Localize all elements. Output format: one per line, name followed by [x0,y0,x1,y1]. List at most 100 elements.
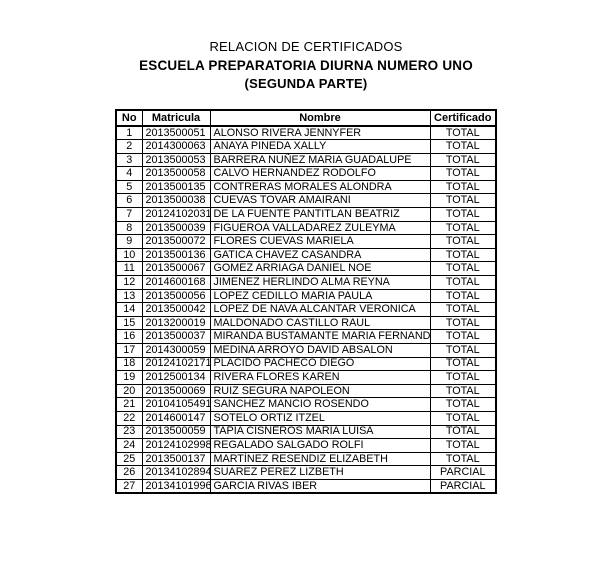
table-row: 18 20124102171 PLACIDO PACHECO DIEGO TOT… [115,356,497,372]
cell-matricula: 2013500136 [141,247,211,263]
cell-certificado: TOTAL [429,438,497,453]
table-row: 17 2014300059 MEDINA ARROYO DAVID ABSALO… [115,343,497,358]
cell-no: 25 [115,451,143,467]
cell-matricula: 2014300059 [141,343,211,358]
cell-no: 24 [115,438,143,453]
table-row: 13 2013500056 LOPEZ CEDILLO MARIA PAULA … [115,288,497,304]
cell-no: 27 [115,478,143,494]
document-title: RELACION DE CERTIFICADOS [209,39,403,54]
document-subtitle: ESCUELA PREPARATORIA DIURNA NUMERO UNO [139,58,473,73]
cell-matricula: 2013500137 [141,451,211,467]
cell-certificado: PARCIAL [429,465,497,480]
table-row: 12 2014600168 JIMENEZ HERLINDO ALMA REYN… [115,275,497,290]
cell-nombre: LOPEZ CEDILLO MARIA PAULA [209,288,431,304]
cell-no: 9 [115,234,143,249]
cell-matricula: 2013500072 [141,234,211,249]
cell-matricula: 20134101996 [141,478,211,494]
table-row: 24 20124102998 REGALADO SALGADO ROLFI TO… [115,438,497,453]
cell-certificado: TOTAL [429,302,497,317]
cell-certificado: TOTAL [429,125,497,141]
cell-matricula: 2013500058 [141,166,211,181]
cell-no: 10 [115,247,143,263]
cell-no: 26 [115,465,143,480]
cell-certificado: TOTAL [429,247,497,263]
table-row: 1 2013500051 ALONSO RIVERA JENNYFER TOTA… [115,125,497,141]
cell-nombre: GOMEZ ARRIAGA DANIEL NOE [209,261,431,277]
cell-certificado: TOTAL [429,343,497,358]
table-row: 21 20104105491 SANCHEZ MANCIO ROSENDO TO… [115,397,497,412]
table-container: No Matricula Nombre Certificado 1 201350… [0,109,612,495]
cell-no: 12 [115,275,143,290]
certificates-table: No Matricula Nombre Certificado 1 201350… [115,109,497,495]
cell-no: 19 [115,370,143,385]
table-row: 23 2013500059 TAPIA CISNEROS MARIA LUISA… [115,424,497,440]
cell-no: 5 [115,179,143,195]
cell-certificado: TOTAL [429,288,497,304]
cell-matricula: 2013500038 [141,193,211,209]
cell-matricula: 20134102894 [141,465,211,480]
cell-nombre: RUIZ SEGURA NAPOLEON [209,383,431,399]
cell-nombre: FLORES CUEVAS MARIELA [209,234,431,249]
table-header-row: No Matricula Nombre Certificado [115,109,497,127]
cell-certificado: TOTAL [429,424,497,440]
cell-nombre: GARCIA RIVAS IBER [209,478,431,494]
cell-matricula: 2014600168 [141,275,211,290]
table-row: 25 2013500137 MARTÍNEZ RESENDIZ ELIZABET… [115,451,497,467]
cell-nombre: SOTELO ORTIZ ITZEL [209,410,431,426]
cell-certificado: TOTAL [429,193,497,209]
table-row: 5 2013500135 CONTRERAS MORALES ALONDRA T… [115,179,497,195]
cell-nombre: ALONSO RIVERA JENNYFER [209,125,431,141]
cell-nombre: MARTÍNEZ RESENDIZ ELIZABETH [209,451,431,467]
table-row: 6 2013500038 CUEVAS TOVAR AMAIRANI TOTAL [115,193,497,209]
document-header: RELACION DE CERTIFICADOS ESCUELA PREPARA… [0,38,612,93]
cell-no: 3 [115,152,143,168]
cell-certificado: TOTAL [429,207,497,222]
cell-no: 14 [115,302,143,317]
cell-nombre: MIRANDA BUSTAMANTE MARIA FERNANDA [209,329,431,344]
cell-matricula: 2013500037 [141,329,211,344]
cell-no: 8 [115,220,143,236]
cell-nombre: PLACIDO PACHECO DIEGO [209,356,431,372]
cell-nombre: MALDONADO CASTILLO RAUL [209,315,431,331]
cell-matricula: 20104105491 [141,397,211,412]
cell-certificado: TOTAL [429,152,497,168]
cell-nombre: CALVO HERNANDEZ RODOLFO [209,166,431,181]
cell-certificado: TOTAL [429,451,497,467]
cell-no: 11 [115,261,143,277]
cell-no: 21 [115,397,143,412]
cell-matricula: 2014600147 [141,410,211,426]
cell-no: 6 [115,193,143,209]
table-row: 20 2013500069 RUIZ SEGURA NAPOLEON TOTAL [115,383,497,399]
cell-nombre: ANAYA PINEDA XALLY [209,139,431,154]
cell-certificado: TOTAL [429,234,497,249]
cell-certificado: TOTAL [429,139,497,154]
table-row: 4 2013500058 CALVO HERNANDEZ RODOLFO TOT… [115,166,497,181]
table-row: 7 20124102031 DE LA FUENTE PANTITLAN BEA… [115,207,497,222]
cell-no: 17 [115,343,143,358]
table-row: 11 2013500067 GOMEZ ARRIAGA DANIEL NOE T… [115,261,497,277]
cell-matricula: 2013500069 [141,383,211,399]
table-row: 16 2013500037 MIRANDA BUSTAMANTE MARIA F… [115,329,497,344]
cell-certificado: TOTAL [429,315,497,331]
cell-certificado: TOTAL [429,370,497,385]
cell-matricula: 20124102171 [141,356,211,372]
document-part-label: (SEGUNDA PARTE) [244,76,368,91]
table-row: 3 2013500053 BARRERA NUÑEZ MARIA GUADALU… [115,152,497,168]
cell-certificado: TOTAL [429,329,497,344]
cell-no: 1 [115,125,143,141]
table-row: 9 2013500072 FLORES CUEVAS MARIELA TOTAL [115,234,497,249]
table-row: 26 20134102894 SUAREZ PEREZ LIZBETH PARC… [115,465,497,480]
table-row: 15 2013200019 MALDONADO CASTILLO RAUL TO… [115,315,497,331]
cell-matricula: 2013500051 [141,125,211,141]
col-header-certificado: Certificado [429,109,497,127]
cell-matricula: 20124102031 [141,207,211,222]
cell-matricula: 2013500042 [141,302,211,317]
cell-certificado: TOTAL [429,275,497,290]
table-row: 10 2013500136 GATICA CHAVEZ CASANDRA TOT… [115,247,497,263]
cell-no: 4 [115,166,143,181]
cell-certificado: TOTAL [429,220,497,236]
cell-nombre: SANCHEZ MANCIO ROSENDO [209,397,431,412]
cell-certificado: TOTAL [429,410,497,426]
col-header-nombre: Nombre [209,109,431,127]
